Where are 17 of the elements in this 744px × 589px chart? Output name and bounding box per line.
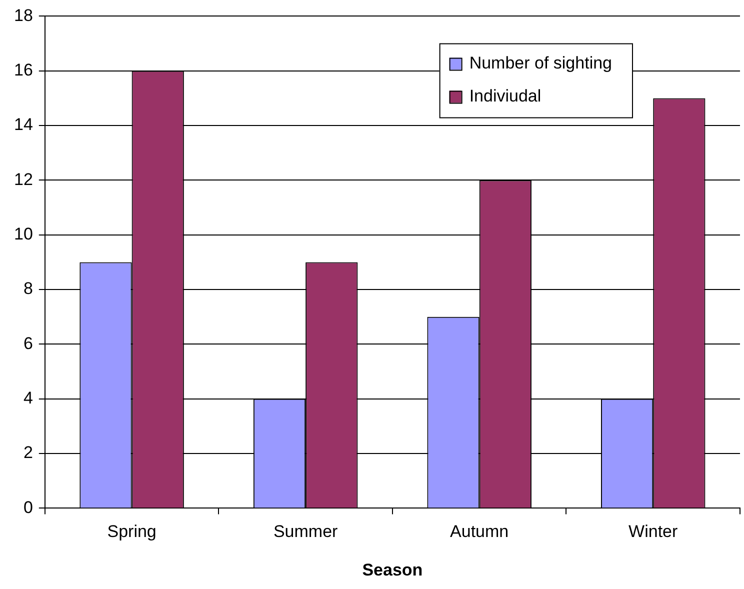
y-tick-label: 6 (23, 334, 33, 353)
y-tick-label: 2 (23, 443, 33, 462)
y-tick-label: 12 (14, 170, 33, 189)
y-tick-label: 18 (14, 6, 33, 25)
y-tick-label: 4 (23, 388, 33, 408)
y-tick-label: 8 (23, 279, 33, 298)
y-tick-label: 16 (14, 60, 33, 80)
x-tick-label: Summer (273, 522, 338, 542)
y-tick-label: 10 (14, 224, 33, 244)
legend-label: Indiviudal (469, 86, 542, 106)
x-tick-label: Autumn (450, 522, 509, 542)
y-tick-label: 0 (23, 498, 33, 517)
x-axis-title: Season (362, 560, 423, 580)
x-tick-label: Winter (628, 522, 678, 542)
x-tick-label: Spring (107, 522, 156, 542)
legend-label: Number of sighting (469, 53, 612, 72)
y-tick-label: 14 (14, 115, 33, 134)
